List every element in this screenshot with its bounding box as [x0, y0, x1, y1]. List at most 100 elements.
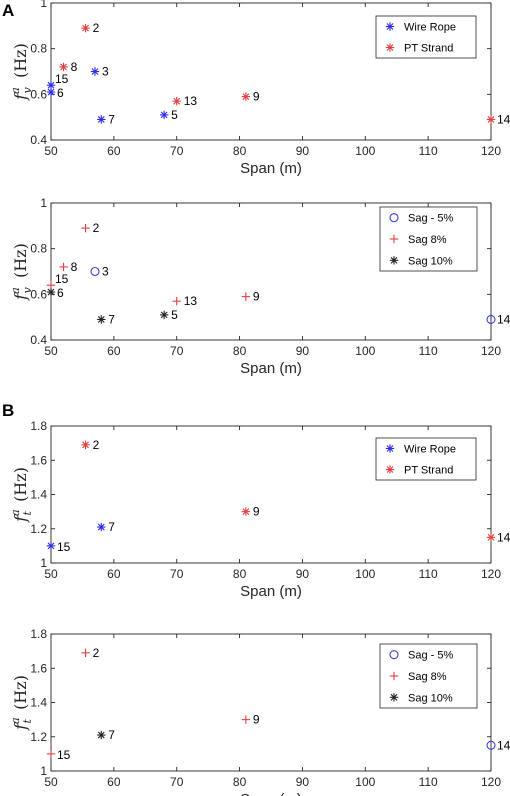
- y-tick-label: 1.6: [30, 661, 47, 675]
- x-tick-label: 90: [296, 775, 310, 789]
- x-tick-label: 80: [233, 775, 247, 789]
- legend-marker: [385, 444, 395, 453]
- x-tick-label: 110: [419, 775, 438, 789]
- legend-marker: [389, 256, 399, 265]
- x-tick-label: 90: [296, 567, 310, 581]
- y-tick-label: 1.2: [30, 730, 47, 744]
- point-label: 9: [253, 713, 260, 727]
- data-point: [81, 440, 90, 450]
- point-label: 14: [497, 738, 510, 752]
- data-point: [159, 110, 169, 120]
- data-point: [59, 62, 68, 72]
- y-tick-label: 1.8: [30, 419, 47, 433]
- legend: Sag - 5% Sag 8% Sag 10%: [379, 206, 478, 272]
- x-tick-label: 70: [170, 775, 184, 789]
- x-tick-label: 60: [107, 344, 121, 358]
- y-tick-label: 1: [40, 764, 47, 778]
- x-axis-label: Span (m): [240, 583, 302, 600]
- point-label: 15: [55, 272, 69, 286]
- x-tick-label: 90: [296, 144, 310, 158]
- point-label: 2: [93, 646, 100, 660]
- series-sag-10-: 7: [97, 728, 115, 742]
- point-label: 6: [57, 86, 64, 100]
- legend-marker: [385, 465, 395, 474]
- x-tick-label: 100: [355, 775, 375, 789]
- legend: Wire Rope PT Strand: [375, 437, 477, 481]
- series-sag-8-: 2 9 15: [46, 646, 260, 762]
- series-wire-rope: 7 15: [46, 520, 115, 554]
- data-point: [486, 533, 496, 542]
- legend-entry: Wire Rope: [404, 444, 456, 456]
- point-label: 13: [184, 294, 198, 308]
- y-tick-label: 0.6: [30, 87, 47, 101]
- data-point: [486, 314, 496, 324]
- series-sag-5-: 14: [486, 738, 510, 752]
- y-axis-label: fat (Hz): [9, 675, 34, 731]
- x-axis-label: Span (m): [240, 160, 302, 177]
- data-point: [46, 87, 56, 97]
- y-tick-label: 0.8: [30, 242, 47, 256]
- data-point: [46, 541, 56, 551]
- x-tick-label: 100: [355, 567, 375, 581]
- x-tick-label: 60: [107, 144, 121, 158]
- data-point: [241, 292, 251, 301]
- x-tick-label: 110: [419, 567, 438, 581]
- y-tick-label: 1: [40, 556, 47, 570]
- y-tick-label: 1: [40, 196, 47, 210]
- legend-marker: [385, 43, 395, 52]
- series-sag-5-: 3 14: [90, 265, 510, 326]
- legend-entry: Wire Rope: [404, 22, 456, 34]
- data-point: [97, 522, 106, 532]
- point-label: 14: [497, 112, 510, 126]
- data-point: [81, 648, 90, 658]
- data-point: [172, 96, 181, 106]
- x-axis-label: Span (m): [240, 360, 302, 377]
- data-point: [486, 740, 496, 750]
- y-tick-label: 0.6: [30, 287, 47, 301]
- point-label: 2: [93, 221, 100, 235]
- x-tick-label: 50: [44, 144, 58, 158]
- legend: Sag - 5% Sag 8% Sag 10%: [379, 643, 478, 709]
- legend-marker: [385, 22, 395, 31]
- point-label: 8: [71, 60, 78, 74]
- x-tick-label: 50: [44, 344, 58, 358]
- point-label: 7: [108, 520, 115, 534]
- legend-entry: Sag 8%: [408, 671, 447, 683]
- x-tick-label: 120: [481, 775, 501, 789]
- y-axis-label: fat (Hz): [9, 467, 34, 523]
- legend-entry: PT Strand: [404, 465, 453, 477]
- y-tick-label: 0.4: [30, 133, 47, 147]
- legend-marker: [389, 213, 399, 223]
- panel-letter-b: B: [2, 401, 14, 420]
- y-axis-label: fav (Hz): [9, 43, 34, 101]
- series-pt-strand: 2 9 14: [81, 438, 510, 544]
- data-point: [46, 287, 56, 297]
- data-point: [241, 92, 251, 101]
- point-label: 14: [497, 530, 510, 544]
- series-pt-strand: 2 8 13 9 14: [59, 21, 510, 126]
- x-tick-label: 80: [233, 567, 247, 581]
- x-tick-label: 70: [170, 344, 184, 358]
- y-tick-label: 1.2: [30, 522, 47, 536]
- legend-entry: PT Strand: [404, 43, 453, 55]
- point-label: 7: [108, 112, 115, 126]
- y-axis-label: fav (Hz): [9, 243, 34, 301]
- data-point: [90, 67, 100, 76]
- point-label: 15: [57, 748, 71, 762]
- legend-box: [375, 437, 477, 481]
- x-tick-label: 100: [355, 344, 375, 358]
- data-point: [90, 266, 100, 277]
- y-tick-label: 1.6: [30, 453, 47, 467]
- legend-entry: Sag 8%: [408, 234, 447, 246]
- chart-4: 50 60 70 80 90 100 110 120 1 1.2 1.4 1.6 1.8 Span (m)…: [9, 627, 510, 796]
- y-tick-label: 1: [40, 0, 47, 10]
- chart-3: 50 60 70 80 90 100 110 120 1 1.2 1.4 1.6 1.8 Span (m)…: [9, 419, 510, 600]
- data-point: [81, 223, 90, 233]
- point-label: 5: [171, 308, 178, 322]
- y-tick-label: 1.8: [30, 627, 47, 641]
- panel-letter-a: A: [2, 1, 14, 20]
- data-point: [46, 749, 56, 759]
- x-tick-label: 120: [481, 567, 501, 581]
- data-point: [486, 115, 496, 124]
